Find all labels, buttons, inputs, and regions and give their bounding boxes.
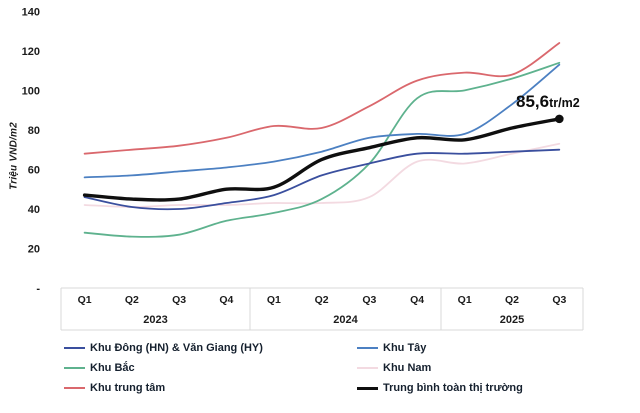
series-end-dot xyxy=(555,114,564,124)
series-line-khu-trung-t-m xyxy=(83,42,561,155)
quarter-label: Q4 xyxy=(410,294,424,306)
year-label: 2023 xyxy=(143,314,167,326)
annotation-value: 85,6 xyxy=(516,92,550,111)
series-line-khu-t-y xyxy=(83,63,561,179)
y-tick-label: 120 xyxy=(22,46,40,58)
legend-line-swatch xyxy=(357,367,378,369)
quarter-label: Q2 xyxy=(315,294,329,306)
legend-label: Khu Nam xyxy=(383,362,432,374)
quarter-label: Q3 xyxy=(552,294,566,306)
y-tick-label: 40 xyxy=(28,204,40,216)
year-label: 2024 xyxy=(333,314,358,326)
y-tick-label: 100 xyxy=(22,85,40,97)
legend-line-swatch xyxy=(64,387,85,389)
legend-label: Khu trung tâm xyxy=(90,382,166,394)
y-tick-label: 80 xyxy=(28,125,40,137)
quarter-label: Q1 xyxy=(78,294,92,306)
legend-label: Khu Bắc xyxy=(90,362,135,374)
quarter-label: Q1 xyxy=(458,294,472,306)
legend-line-swatch xyxy=(64,367,85,369)
legend-item: Khu Tây xyxy=(357,338,523,358)
y-tick-label: 140 xyxy=(22,6,40,18)
legend-column-left: Khu Đông (HN) & Văn Giang (HY) Khu Bắc Khu… xyxy=(64,338,263,398)
legend-column-right: Khu Tây Khu Nam Trung bình toàn thị trường xyxy=(357,338,523,398)
series-line-trung-b-nh-to-n-th-tr-ng xyxy=(82,117,561,202)
legend-item: Khu Bắc xyxy=(64,358,263,378)
quarter-label: Q1 xyxy=(267,294,281,306)
series-line-khu-b-c xyxy=(83,61,561,238)
year-label: 2025 xyxy=(500,314,524,326)
quarter-label: Q3 xyxy=(362,294,376,306)
latest-value-annotation: 85,6tr/m2 xyxy=(516,92,580,112)
y-tick-label: 20 xyxy=(28,243,40,255)
y-axis-title: Triệu VND/m2 xyxy=(8,122,20,190)
legend-label: Khu Tây xyxy=(383,342,427,354)
legend-label: Khu Đông (HN) & Văn Giang (HY) xyxy=(90,342,263,354)
legend-item: Khu Đông (HN) & Văn Giang (HY) xyxy=(64,338,263,358)
y-tick-label: - xyxy=(36,283,40,295)
quarter-label: Q3 xyxy=(172,294,186,306)
legend-line-swatch xyxy=(357,386,378,390)
annotation-unit: tr/m2 xyxy=(549,96,580,110)
legend-line-swatch xyxy=(64,347,85,349)
legend-label: Trung bình toàn thị trường xyxy=(383,382,523,394)
quarter-label: Q2 xyxy=(505,294,519,306)
series-line-khu-ng-hn-v-n-giang-hy xyxy=(83,148,561,211)
legend-item: Trung bình toàn thị trường xyxy=(357,378,523,398)
legend-line-swatch xyxy=(357,347,378,349)
quarter-label: Q2 xyxy=(125,294,139,306)
legend-item: Khu Nam xyxy=(357,358,523,378)
y-tick-label: 60 xyxy=(28,164,40,176)
series-line-khu-nam xyxy=(83,142,561,208)
quarter-label: Q4 xyxy=(219,294,233,306)
legend-item: Khu trung tâm xyxy=(64,378,263,398)
line-chart-plot: 140 120 100 80 60 40 20 - Q1 Q2 Q3 Q4 2023 Q1 Q2 Q3 Q4 20… xyxy=(22,6,584,331)
